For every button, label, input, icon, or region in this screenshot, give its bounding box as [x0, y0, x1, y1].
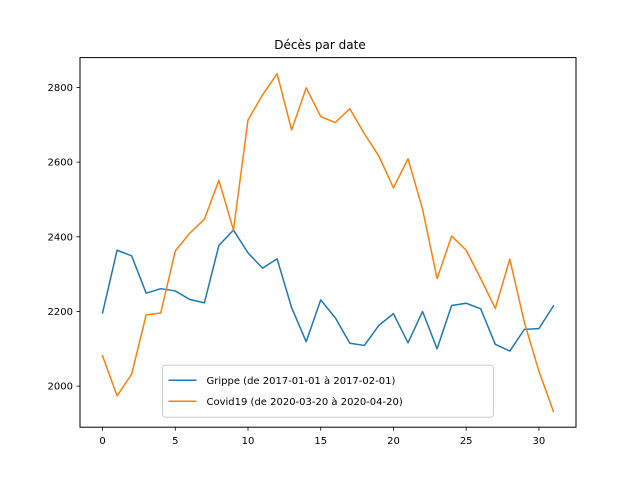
- y-tick-label: 2000: [48, 382, 73, 393]
- x-tick-label: 25: [460, 436, 473, 447]
- series-2-line: [101, 72, 555, 413]
- legend-box: [162, 364, 494, 418]
- y-tick-label: 2800: [48, 83, 73, 94]
- legend: Grippe (de 2017-01-01 à 2017-02-01) Covid…: [162, 364, 494, 418]
- legend-item: Grippe (de 2017-01-01 à 2017-02-01): [168, 375, 396, 387]
- y-tick-label: 2600: [48, 158, 73, 169]
- series-layer: [101, 72, 555, 413]
- legend-label: Grippe (de 2017-01-01 à 2017-02-01): [207, 375, 396, 387]
- x-tick-label: 15: [314, 436, 327, 447]
- x-axis: 0 5 10 15 20 25 30: [99, 427, 545, 447]
- series-1: [101, 229, 555, 352]
- x-tick-label: 10: [242, 436, 255, 447]
- x-tick-label: 30: [533, 436, 546, 447]
- y-tick-label: 2400: [48, 232, 73, 243]
- x-tick-label: 0: [99, 436, 105, 447]
- chart-title: Décès par date: [274, 38, 365, 52]
- series-2: [101, 72, 555, 413]
- series-1-line: [101, 229, 555, 352]
- y-axis: 2000 2200 2400 2600 2800: [48, 83, 80, 393]
- x-tick-label: 20: [387, 436, 400, 447]
- legend-label: Covid19 (de 2020-03-20 à 2020-04-20): [207, 396, 403, 408]
- x-tick-label: 5: [172, 436, 178, 447]
- y-tick-label: 2200: [48, 307, 73, 318]
- legend-item: Covid19 (de 2020-03-20 à 2020-04-20): [168, 396, 403, 408]
- plot-frame: [79, 57, 577, 428]
